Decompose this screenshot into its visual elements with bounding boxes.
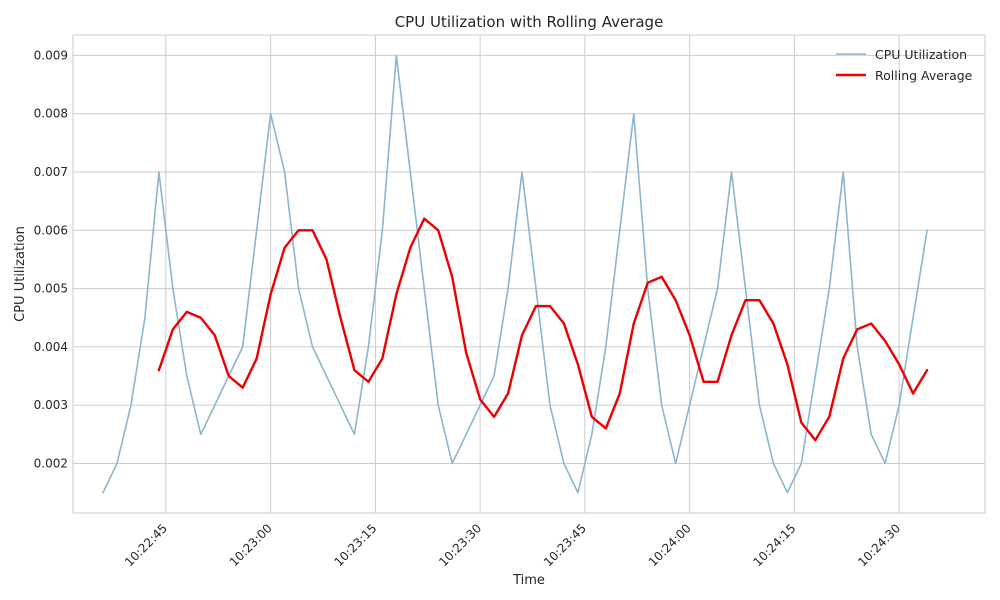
series-lines xyxy=(102,54,929,494)
series-line-cpu-utilization xyxy=(102,54,928,494)
y-tick-label: 0.007 xyxy=(34,165,68,179)
y-tick-label: 0.002 xyxy=(34,456,68,470)
y-tick-label: 0.005 xyxy=(34,282,68,296)
y-axis-ticks: 0.002 0.003 0.004 0.005 0.006 0.007 0.008 0.009 xyxy=(34,48,68,470)
x-axis-label: Time xyxy=(512,573,545,588)
y-tick-label: 0.006 xyxy=(34,223,68,237)
y-axis-label: CPU Utilization xyxy=(13,226,28,322)
legend: CPU Utilization Rolling Average xyxy=(836,47,973,83)
legend-label-rolling-average: Rolling Average xyxy=(875,68,973,83)
legend-label-cpu-utilization: CPU Utilization xyxy=(875,47,967,62)
plot-area-frame xyxy=(72,34,986,514)
y-tick-label: 0.009 xyxy=(34,48,68,62)
y-tick-label: 0.003 xyxy=(34,398,68,412)
y-tick-label: 0.008 xyxy=(34,107,68,121)
y-tick-label: 0.004 xyxy=(34,340,68,354)
chart-title: CPU Utilization with Rolling Average xyxy=(395,13,664,31)
series-line-rolling-average xyxy=(157,217,929,442)
